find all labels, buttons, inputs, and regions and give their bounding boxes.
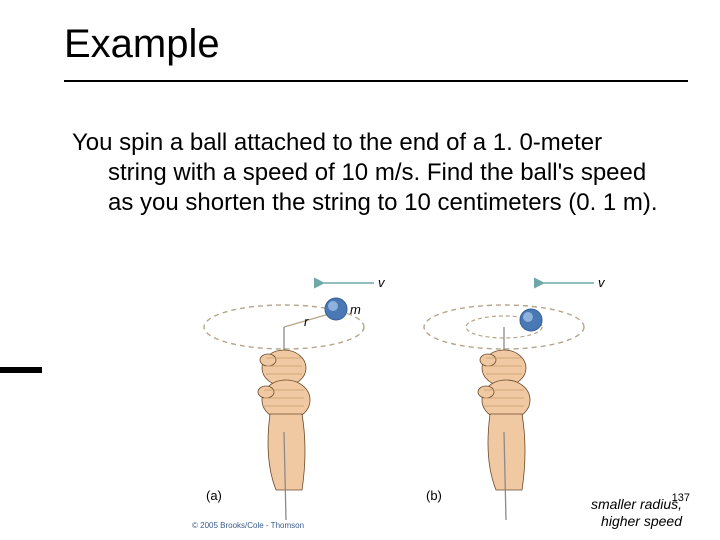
hands-a xyxy=(258,350,310,490)
ball-b-hl xyxy=(523,312,533,322)
accent-bar xyxy=(0,367,42,373)
velocity-label-a: v xyxy=(378,275,386,290)
figure: r m v (a) v (b) xyxy=(186,272,610,526)
caption: smaller radius, higher speed xyxy=(591,496,682,530)
mass-label-a: m xyxy=(350,302,361,317)
ball-a-hl xyxy=(328,301,338,311)
hands-b xyxy=(478,350,530,490)
caption-line-1: smaller radius, xyxy=(591,496,682,512)
slide: Example You spin a ball attached to the … xyxy=(0,0,720,540)
copyright-text: © 2005 Brooks/Cole - Thomson xyxy=(192,521,304,530)
panel-a-label: (a) xyxy=(206,488,222,503)
velocity-label-b: v xyxy=(598,275,606,290)
panel-b: v (b) xyxy=(424,275,606,520)
title-underline xyxy=(64,80,688,82)
page-number: 137 xyxy=(672,492,690,504)
body-text-content: You spin a ball attached to the end of a… xyxy=(72,128,664,218)
caption-line-2: higher speed xyxy=(601,513,682,529)
body-text: You spin a ball attached to the end of a… xyxy=(72,128,664,218)
panel-b-label: (b) xyxy=(426,488,442,503)
slide-title: Example xyxy=(64,22,220,67)
radius-label-a: r xyxy=(304,314,309,329)
panel-a: r m v (a) xyxy=(204,275,386,520)
